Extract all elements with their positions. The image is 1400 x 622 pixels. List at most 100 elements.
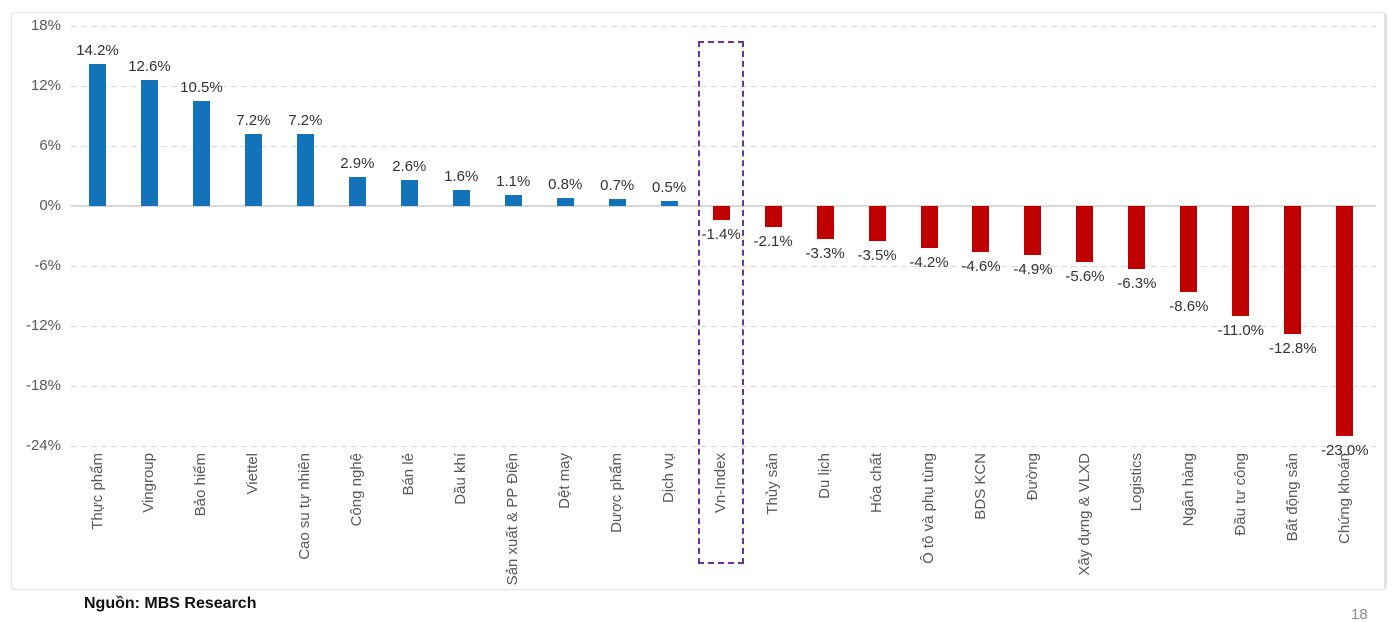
bar — [140, 80, 158, 206]
bar — [400, 180, 418, 206]
category-label: Vingroup — [138, 453, 160, 589]
gridline — [71, 26, 1376, 27]
category-label-text: Vingroup — [140, 453, 158, 513]
bar-value-label: 7.2% — [236, 112, 271, 129]
category-label-text: Logistics — [1127, 453, 1145, 512]
category-label-text: Sản xuất & PP Điện — [504, 453, 522, 586]
gridline — [71, 326, 1376, 327]
bar-value-label: 1.1% — [496, 173, 531, 190]
bar — [452, 190, 470, 206]
category-label: Thủy sản — [762, 453, 784, 589]
bar — [660, 201, 678, 206]
category-label: Bất động sản — [1282, 453, 1304, 589]
y-axis-tick-label: -18% — [25, 377, 61, 394]
bar-value-label: -4.9% — [1013, 261, 1053, 278]
bar-value-label: -3.5% — [857, 247, 897, 264]
bar-value-label: 1.6% — [444, 168, 479, 185]
category-label-text: Ô tô và phụ tùng — [920, 453, 938, 564]
category-label-text: Viettel — [244, 453, 262, 495]
category-label: Ô tô và phụ tùng — [918, 453, 940, 589]
category-label-text: Cao su tự nhiên — [296, 453, 314, 560]
bar — [920, 206, 938, 248]
bar — [764, 206, 782, 227]
y-axis-tick-label: -12% — [25, 317, 61, 334]
category-label-text: Ngân hàng — [1179, 453, 1197, 527]
bar-value-label: 10.5% — [180, 79, 223, 96]
y-axis-tick-label: 12% — [30, 77, 61, 94]
category-label-text: Thủy sản — [764, 453, 782, 515]
category-label-text: Đầu tư công — [1231, 453, 1249, 536]
category-label-text: BDS KCN — [971, 453, 989, 520]
bar — [89, 64, 106, 206]
bar — [1024, 206, 1042, 255]
bar — [244, 134, 262, 206]
category-label-text: Bán lẻ — [400, 453, 418, 496]
bar — [348, 177, 366, 206]
category-label-text: Hóa chất — [868, 453, 886, 514]
bar-value-label: 12.6% — [128, 58, 171, 75]
category-label-text: Du lịch — [816, 453, 834, 499]
bar-value-label: 7.2% — [288, 112, 323, 129]
bar — [296, 134, 314, 206]
category-label-text: Bất động sản — [1283, 453, 1301, 542]
bar-value-label: -4.6% — [961, 258, 1001, 275]
bar-value-label: -12.8% — [1269, 340, 1317, 357]
category-label: Đầu tư công — [1230, 453, 1252, 589]
category-label: Viettel — [242, 453, 264, 589]
category-label: Đường — [1022, 453, 1044, 589]
category-label: Bảo hiểm — [190, 453, 212, 589]
y-axis-tick-label: 6% — [39, 137, 61, 154]
bar — [1076, 206, 1094, 262]
category-label-text: Bảo hiểm — [192, 453, 210, 517]
category-label-text: Dịch vụ — [660, 453, 678, 504]
y-axis-tick-label: 0% — [39, 197, 61, 214]
category-label-text: Dệt may — [556, 453, 574, 509]
category-label: BDS KCN — [970, 453, 992, 589]
bar-value-label: -6.3% — [1117, 275, 1157, 292]
page-number: 18 — [1351, 606, 1368, 622]
bar-value-label: -4.2% — [909, 254, 949, 271]
category-label: Dược phẩm — [606, 453, 628, 589]
bar — [608, 199, 626, 206]
bar — [972, 206, 990, 252]
category-label-text: Đường — [1023, 453, 1041, 501]
category-label: Dịch vụ — [658, 453, 680, 589]
bar-value-label: 0.5% — [652, 179, 687, 196]
bar-value-label: -11.0% — [1217, 322, 1265, 339]
bar — [1128, 206, 1146, 269]
bar-value-label: 2.9% — [340, 155, 375, 172]
gridline — [71, 86, 1376, 87]
bar-value-label: -1.4% — [701, 226, 741, 243]
category-label: Ngân hàng — [1178, 453, 1200, 589]
category-label: Bán lẻ — [398, 453, 420, 589]
gridline — [71, 386, 1376, 387]
category-label-text: Thực phẩm — [88, 453, 106, 530]
gridline — [71, 266, 1376, 267]
bar — [1336, 206, 1354, 436]
gridline — [71, 446, 1376, 447]
category-label: Du lịch — [814, 453, 836, 589]
gridline — [71, 146, 1376, 147]
category-label: Sản xuất & PP Điện — [502, 453, 524, 589]
category-label: Dệt may — [554, 453, 576, 589]
category-label: Thực phẩm — [87, 453, 109, 589]
bar-value-label: -3.3% — [805, 245, 845, 262]
category-label: Logistics — [1126, 453, 1148, 589]
bar-value-label: 0.7% — [600, 177, 635, 194]
category-label: Công nghệ — [346, 453, 368, 589]
bar-value-label: 14.2% — [76, 42, 119, 59]
bar-value-label: -2.1% — [753, 233, 793, 250]
chart-card: 18% 12% 6% 0% -6% -12% -18% -24% 14.2% Thực phẩm 1… — [11, 12, 1387, 590]
bar-value-label: 0.8% — [548, 176, 583, 193]
bar — [192, 101, 210, 206]
bar — [1180, 206, 1198, 292]
y-axis-tick-label: -24% — [25, 437, 61, 454]
vnindex-highlight-box — [698, 41, 745, 564]
bar — [556, 198, 574, 206]
category-label: Xây dựng & VLXD — [1074, 453, 1096, 589]
category-label: Chứng khoán — [1334, 453, 1356, 589]
category-label-text: Dầu khí — [452, 453, 470, 505]
bar-value-label: 2.6% — [392, 158, 427, 175]
bar-value-label: -23.0% — [1321, 442, 1369, 459]
